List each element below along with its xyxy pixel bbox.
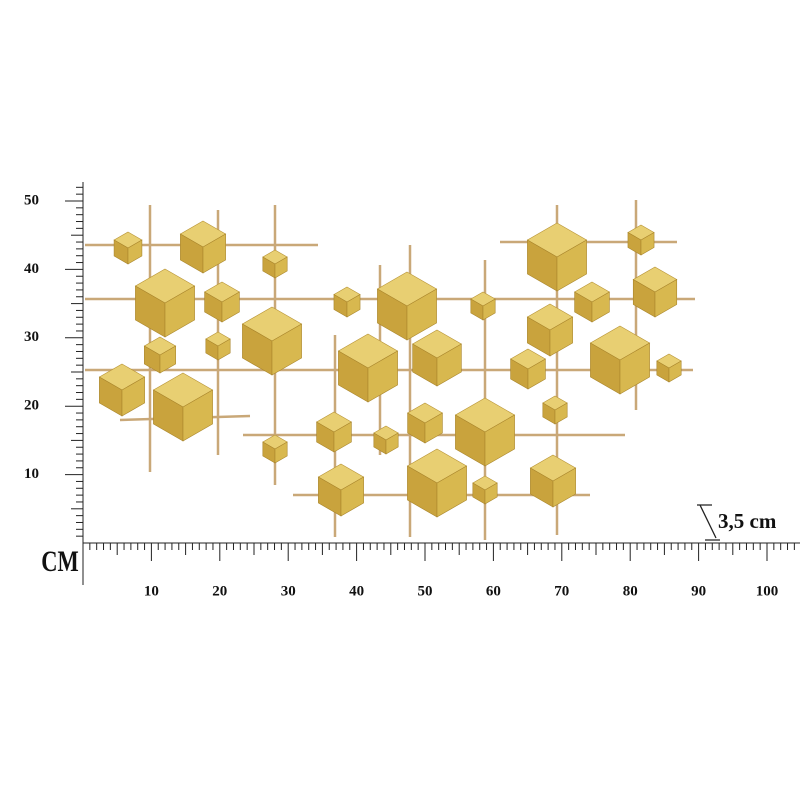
cube (589, 325, 651, 395)
cube-right (202, 233, 226, 274)
cube-right (436, 465, 467, 518)
depth-label: 3,5 cm (718, 509, 777, 533)
cube (152, 372, 214, 442)
cube (406, 448, 468, 518)
cube (406, 402, 444, 444)
cube-right (274, 441, 288, 464)
cube (333, 286, 361, 318)
unit-label: CM (41, 544, 78, 578)
cube (656, 353, 682, 383)
cube-right (121, 376, 145, 417)
cube-right (164, 285, 195, 338)
cube (526, 303, 574, 357)
cube (542, 395, 568, 425)
cube (113, 231, 143, 265)
cube-right (668, 360, 682, 383)
cube-right (654, 278, 678, 318)
cube-right (484, 414, 515, 467)
cube (454, 397, 516, 467)
cube-right (406, 288, 437, 341)
ruler-label: 50 (418, 583, 433, 599)
cube (179, 220, 227, 274)
cube (134, 268, 196, 338)
ruler-label: 10 (144, 583, 159, 599)
cube (529, 454, 577, 508)
cube (262, 434, 288, 464)
cube-right (527, 358, 546, 390)
cube-right (346, 293, 361, 318)
ruler-label: 80 (623, 583, 638, 599)
cube (262, 249, 288, 279)
ruler-label: 30 (24, 329, 39, 345)
cube-right (333, 421, 352, 453)
cube-right (482, 298, 496, 321)
ruler-label: 90 (691, 583, 706, 599)
ruler-label: 20 (24, 398, 39, 414)
cube-right (340, 476, 364, 517)
cube (627, 224, 655, 256)
cube-right (591, 291, 610, 323)
cube-right (436, 343, 462, 387)
ruler-label: 30 (281, 583, 296, 599)
cube (632, 266, 678, 318)
cube (472, 475, 498, 505)
cube (241, 306, 303, 376)
ruler-label: 50 (24, 192, 39, 208)
cube-right (385, 432, 399, 455)
cube-right (556, 239, 587, 292)
cube (205, 331, 231, 361)
cube-right (271, 323, 302, 376)
cube (573, 281, 611, 323)
cube-right (554, 402, 568, 425)
cube (470, 291, 496, 321)
cube-right (367, 350, 398, 403)
cube (526, 222, 588, 292)
cube-right (640, 231, 655, 256)
ruler-label: 100 (756, 583, 779, 599)
ruler-label: 70 (554, 583, 569, 599)
cube (337, 333, 399, 403)
cube-right (221, 291, 240, 323)
cube-right (217, 338, 231, 361)
cube-right (127, 239, 143, 265)
cube-right (552, 467, 576, 508)
cube-right (424, 412, 443, 444)
wall-art (85, 200, 695, 540)
cube (412, 329, 462, 387)
cube-right (274, 256, 288, 279)
cube-right (159, 345, 176, 374)
cube (143, 336, 177, 374)
cube (509, 348, 547, 390)
depth-bracket (697, 504, 720, 541)
cube (315, 411, 353, 453)
cube-right (619, 342, 650, 395)
cube-right (549, 316, 573, 357)
cube (203, 281, 241, 323)
cube (376, 271, 438, 341)
cube (373, 425, 399, 455)
cube (317, 463, 365, 517)
cube-right (182, 389, 213, 442)
cube (98, 363, 146, 417)
ruler-label: 40 (349, 583, 364, 599)
ruler-label: 10 (24, 466, 39, 482)
ruler-label: 20 (212, 583, 227, 599)
ruler-label: 40 (24, 261, 39, 277)
ruler-label: 60 (486, 583, 501, 599)
cube-right (484, 482, 498, 505)
